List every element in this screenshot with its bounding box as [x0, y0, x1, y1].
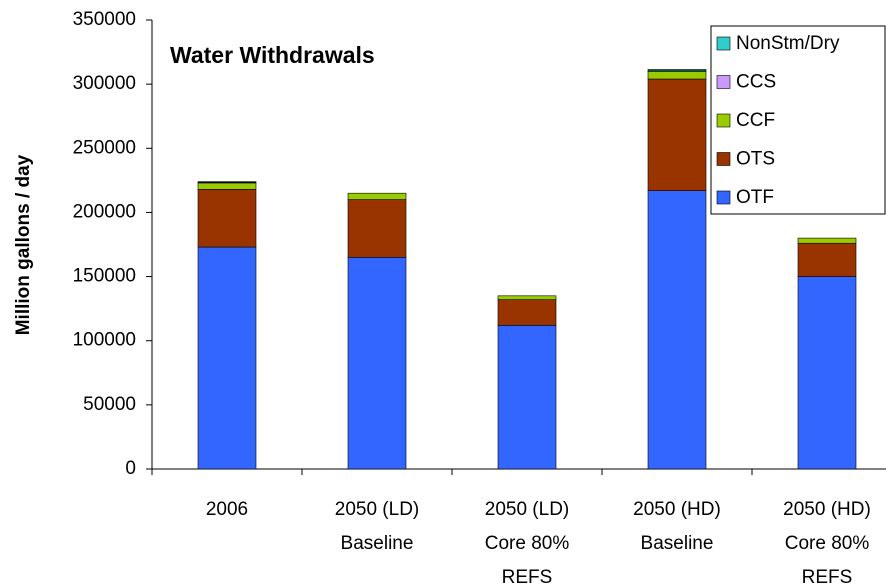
bar-segment — [647, 69, 707, 71]
bar-segment — [797, 242, 857, 277]
x-tick-label: 2050 (LD) — [335, 499, 420, 520]
y-tick-label: 150000 — [73, 266, 136, 287]
x-tick-label: Baseline — [341, 533, 414, 554]
y-tick-label: 350000 — [73, 9, 136, 30]
bar-segment — [497, 325, 557, 470]
legend-label: CCS — [736, 72, 776, 93]
bar-segment — [347, 257, 407, 470]
x-tick-label: Core 80% — [485, 533, 570, 554]
legend-label: CCF — [736, 110, 775, 131]
bar-segment — [797, 276, 857, 470]
x-tick-label: Baseline — [641, 533, 714, 554]
x-tick-label: 2050 (LD) — [485, 499, 570, 520]
y-tick-label: 300000 — [73, 73, 136, 94]
x-tick-label: Core 80% — [785, 533, 870, 554]
legend-box — [710, 25, 886, 215]
bar-segment — [647, 190, 707, 470]
x-tick-label: 2006 — [206, 499, 248, 520]
y-axis-label: Million gallons / day — [13, 154, 34, 335]
y-tick-label: 0 — [125, 458, 136, 479]
y-tick-label: 250000 — [73, 137, 136, 158]
legend-swatch — [716, 36, 731, 51]
bar-segment — [797, 237, 857, 244]
x-tick-label: 2050 (HD) — [783, 499, 871, 520]
x-tick-label: REFS — [802, 567, 853, 587]
x-tick-label: REFS — [502, 567, 553, 587]
x-tick-label: 2050 (HD) — [633, 499, 721, 520]
bar-segment — [497, 299, 557, 326]
chart-title: Water Withdrawals — [170, 42, 375, 68]
bar-segment — [197, 181, 257, 183]
bar-segment — [197, 182, 257, 190]
bar-segment — [647, 71, 707, 80]
legend-swatch — [716, 113, 731, 128]
bar-segment — [347, 192, 407, 200]
bar-segment — [647, 78, 707, 191]
bar-segment — [497, 295, 557, 300]
legend-label: NonStm/Dry — [736, 33, 840, 54]
y-tick-label: 50000 — [83, 394, 136, 415]
legend-label: OTS — [736, 149, 775, 170]
y-tick-label: 200000 — [73, 201, 136, 222]
legend-swatch — [716, 190, 731, 205]
legend-label: OTF — [736, 187, 774, 208]
y-tick-label: 100000 — [73, 330, 136, 351]
legend-swatch — [716, 75, 731, 89]
bar-segment — [347, 199, 407, 258]
bar-segment — [197, 246, 257, 470]
bar-segment — [197, 189, 257, 248]
legend-swatch — [716, 152, 731, 166]
